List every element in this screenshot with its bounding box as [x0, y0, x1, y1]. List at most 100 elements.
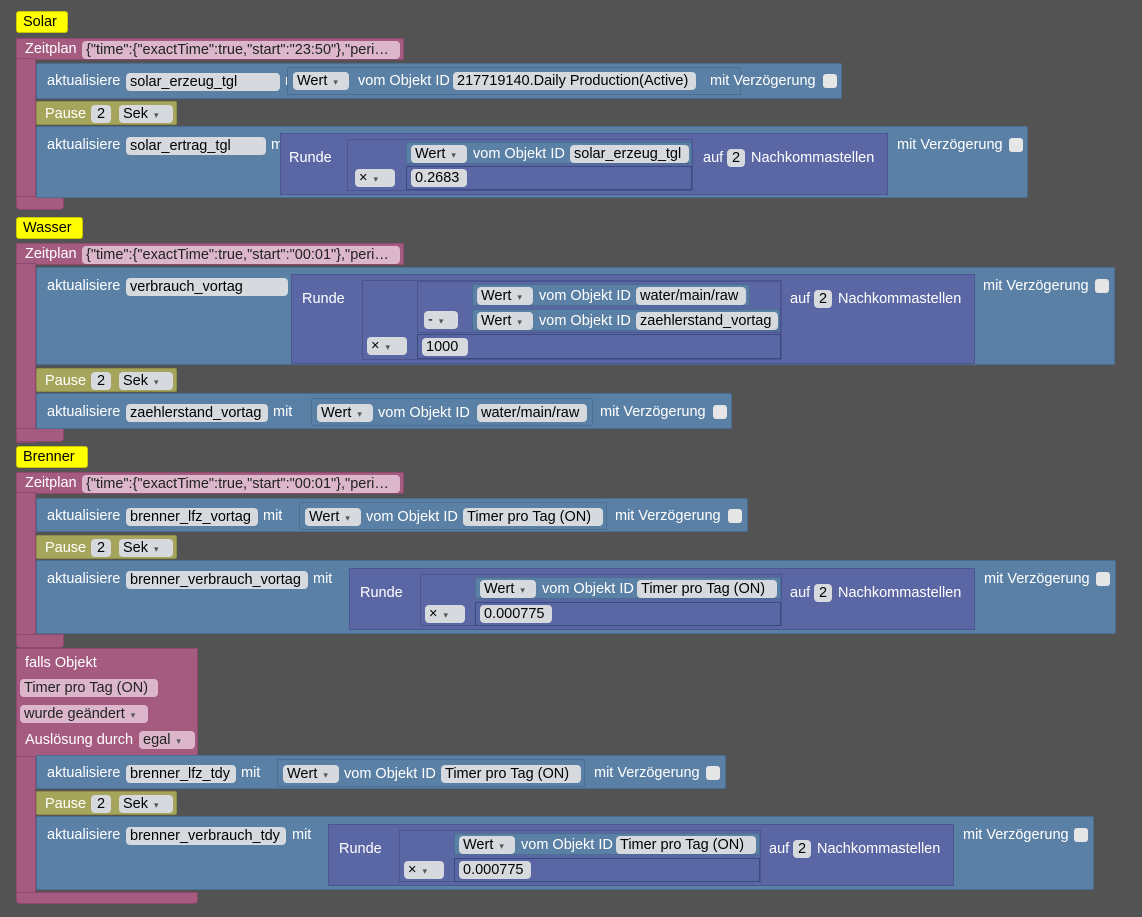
object-id-field[interactable]: Timer pro Tag (ON): [616, 836, 756, 854]
decimals-field[interactable]: 2: [814, 290, 832, 308]
pause-value-field[interactable]: 2: [91, 795, 111, 813]
pause-block[interactable]: Pause 2 Sek ▾: [36, 791, 177, 815]
delay-checkbox[interactable]: [1009, 138, 1023, 152]
schedule-value-field[interactable]: {"time":{"exactTime":true,"start":"00:01…: [82, 475, 400, 493]
schedule-block-brenner[interactable]: Zeitplan {"time":{"exactTime":true,"star…: [16, 472, 404, 494]
trigger-block[interactable]: falls Objekt Timer pro Tag (ON) wurde ge…: [16, 648, 198, 758]
multiply-block[interactable]: Wert ▾ vom Objekt ID Timer pro Tag (ON) ×…: [420, 574, 782, 626]
decimals-field[interactable]: 2: [814, 584, 832, 602]
object-id-field[interactable]: Timer pro Tag (ON): [441, 765, 581, 783]
value-dropdown[interactable]: Wert ▾: [411, 145, 467, 163]
object-id-field[interactable]: solar_erzeug_tgl: [570, 145, 689, 163]
unit-dropdown[interactable]: Sek ▾: [119, 372, 173, 390]
value-dropdown[interactable]: Wert ▾: [477, 312, 533, 330]
round-block[interactable]: Runde Wert ▾ vom Objekt ID Timer pro Tag …: [349, 568, 975, 630]
comment-brenner[interactable]: Brenner: [16, 446, 88, 468]
unit-dropdown[interactable]: Sek ▾: [119, 795, 173, 813]
operator-dropdown[interactable]: × ▾: [367, 337, 407, 355]
update-round-block[interactable]: aktualisiere brenner_verbrauch_tdy mit R…: [36, 816, 1094, 890]
update-block[interactable]: aktualisiere brenner_lfz_vortag mit Wert…: [36, 498, 748, 532]
number-field[interactable]: 1000: [422, 338, 468, 356]
number-field[interactable]: 0.000775: [480, 605, 552, 623]
delay-checkbox[interactable]: [1074, 828, 1088, 842]
variable-field[interactable]: brenner_lfz_vortag: [126, 508, 258, 526]
pause-block[interactable]: Pause 2 Sek ▾: [36, 368, 177, 392]
delay-checkbox[interactable]: [713, 405, 727, 419]
schedule-block-wasser[interactable]: Zeitplan {"time":{"exactTime":true,"star…: [16, 243, 404, 265]
comment-wasser[interactable]: Wasser: [16, 217, 83, 239]
round-block[interactable]: Runde Wert ▾ vom Objekt ID solar_erzeug_t…: [280, 133, 888, 195]
value-dropdown[interactable]: Wert ▾: [477, 287, 533, 305]
variable-field[interactable]: solar_erzeug_tgl: [126, 73, 280, 91]
update-block[interactable]: aktualisiere solar_erzeug_tgl mit Wert▾ …: [36, 63, 842, 99]
delay-checkbox[interactable]: [728, 509, 742, 523]
object-id-field[interactable]: zaehlerstand_vortag: [636, 312, 778, 330]
delay-checkbox[interactable]: [1095, 279, 1109, 293]
pause-block[interactable]: Pause 2 Sek ▾: [36, 101, 177, 125]
update-block[interactable]: aktualisiere zaehlerstand_vortag mit Wer…: [36, 393, 732, 429]
variable-field[interactable]: brenner_verbrauch_vortag: [126, 571, 308, 589]
value-block[interactable]: Wert ▾ vom Objekt ID water/main/raw: [472, 284, 750, 306]
object-id-field[interactable]: 217719140.Daily Production(Active): [453, 72, 696, 90]
value-block[interactable]: Wert ▾ vom Objekt ID 217719140.Daily Prod…: [287, 67, 741, 95]
unit-dropdown[interactable]: Sek ▾: [119, 539, 173, 557]
value-block[interactable]: Wert ▾ vom Objekt ID Timer pro Tag (ON): [454, 833, 760, 855]
operator-dropdown[interactable]: × ▾: [404, 861, 444, 879]
update-round-block[interactable]: aktualisiere solar_ertrag_tgl mit Runde …: [36, 126, 1028, 198]
event-dropdown[interactable]: wurde geändert ▾: [20, 705, 148, 723]
comment-solar[interactable]: Solar: [16, 11, 68, 33]
decimals-field[interactable]: 2: [727, 149, 745, 167]
number-field[interactable]: 0.000775: [459, 861, 531, 879]
value-block[interactable]: Wert ▾ vom Objekt ID zaehlerstand_vortag: [472, 309, 780, 331]
pause-block[interactable]: Pause 2 Sek ▾: [36, 535, 177, 559]
value-dropdown[interactable]: Wert ▾: [480, 580, 536, 598]
variable-field[interactable]: verbrauch_vortag: [126, 278, 288, 296]
round-block[interactable]: Runde Wert ▾ vom Objekt ID Timer pro Tag …: [328, 824, 954, 886]
variable-field[interactable]: brenner_verbrauch_tdy: [126, 827, 286, 845]
variable-field[interactable]: brenner_lfz_tdy: [126, 765, 236, 783]
value-block[interactable]: Wert ▾ vom Objekt ID water/main/raw: [311, 398, 593, 426]
number-block[interactable]: 0.000775: [475, 602, 781, 626]
subtract-block[interactable]: Wert ▾ vom Objekt ID water/main/raw - ▾ We…: [417, 281, 781, 333]
number-field[interactable]: 0.2683: [411, 169, 467, 187]
unit-dropdown[interactable]: Sek ▾: [119, 105, 173, 123]
object-id-field[interactable]: water/main/raw: [636, 287, 746, 305]
object-id-field[interactable]: water/main/raw: [477, 404, 587, 422]
multiply-block[interactable]: Wert ▾ vom Objekt ID water/main/raw - ▾ We…: [362, 280, 782, 360]
value-dropdown[interactable]: Wert ▾: [283, 765, 339, 783]
number-block[interactable]: 1000: [417, 334, 781, 359]
schedule-value-field[interactable]: {"time":{"exactTime":true,"start":"00:01…: [82, 246, 400, 264]
delay-checkbox[interactable]: [1096, 572, 1110, 586]
value-dropdown[interactable]: Wert ▾: [459, 836, 515, 854]
number-block[interactable]: 0.2683: [406, 166, 692, 190]
variable-field[interactable]: zaehlerstand_vortag: [126, 404, 268, 422]
value-block[interactable]: Wert ▾ vom Objekt ID Timer pro Tag (ON): [475, 577, 781, 599]
value-block[interactable]: Wert ▾ vom Objekt ID Timer pro Tag (ON): [299, 502, 607, 530]
multiply-block[interactable]: Wert ▾ vom Objekt ID Timer pro Tag (ON) ×…: [399, 830, 761, 882]
pause-value-field[interactable]: 2: [91, 372, 111, 390]
schedule-value-field[interactable]: {"time":{"exactTime":true,"start":"23:50…: [82, 41, 400, 59]
update-block[interactable]: aktualisiere brenner_lfz_tdy mit Wert ▾ v…: [36, 755, 726, 789]
operator-dropdown[interactable]: - ▾: [424, 311, 458, 329]
operator-dropdown[interactable]: × ▾: [355, 169, 395, 187]
operator-dropdown[interactable]: × ▾: [425, 605, 465, 623]
pause-value-field[interactable]: 2: [91, 539, 111, 557]
value-dropdown[interactable]: Wert ▾: [293, 72, 349, 90]
object-id-field[interactable]: Timer pro Tag (ON): [637, 580, 777, 598]
multiply-block[interactable]: Wert ▾ vom Objekt ID solar_erzeug_tgl × ▾ …: [347, 139, 693, 191]
round-block[interactable]: Runde Wert ▾ vom Objekt ID water/main/raw…: [291, 274, 975, 364]
update-round-block[interactable]: aktualisiere brenner_verbrauch_vortag mi…: [36, 560, 1116, 634]
delay-checkbox[interactable]: [706, 766, 720, 780]
value-block[interactable]: Wert ▾ vom Objekt ID Timer pro Tag (ON): [277, 759, 585, 787]
value-dropdown[interactable]: Wert ▾: [305, 508, 361, 526]
trigger-by-dropdown[interactable]: egal ▾: [139, 731, 195, 749]
trigger-object-field[interactable]: Timer pro Tag (ON): [20, 679, 158, 697]
decimals-field[interactable]: 2: [793, 840, 811, 858]
delay-checkbox[interactable]: [823, 74, 837, 88]
number-block[interactable]: 0.000775: [454, 858, 760, 882]
schedule-block-solar[interactable]: Zeitplan {"time":{"exactTime":true,"star…: [16, 38, 404, 60]
object-id-field[interactable]: Timer pro Tag (ON): [463, 508, 603, 526]
value-block[interactable]: Wert ▾ vom Objekt ID solar_erzeug_tgl: [406, 142, 692, 164]
update-round-block[interactable]: aktualisiere verbrauch_vortag mit Runde …: [36, 267, 1115, 365]
value-dropdown[interactable]: Wert ▾: [317, 404, 373, 422]
